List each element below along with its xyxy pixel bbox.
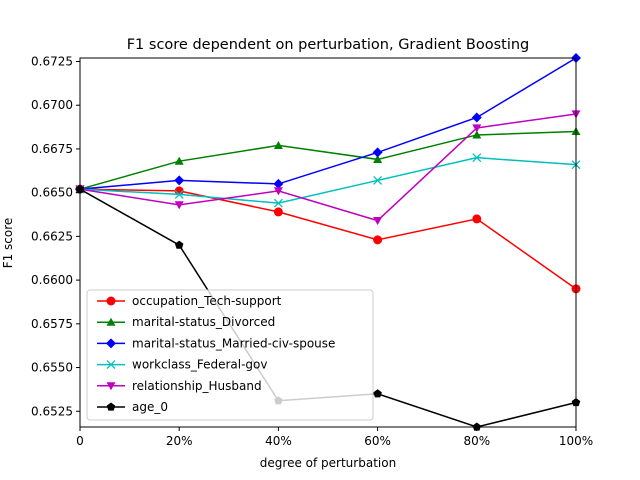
data-point-occupation-tech-support-3	[373, 235, 383, 245]
y-tick-label: 0.6725	[31, 54, 73, 68]
x-tick-label: 20%	[166, 434, 193, 448]
series-line-marital-status-married-civ-spouse	[79, 57, 577, 190]
data-point-workclass-federal-gov-1	[174, 189, 184, 199]
x-tick-label: 80%	[463, 434, 490, 448]
data-point-workclass-federal-gov-4	[472, 153, 482, 163]
legend-label-marital-status-married-civ-spouse: marital-status_Married-civ-spouse	[132, 336, 335, 350]
legend-label-relationship-husband: relationship_Husband	[132, 379, 262, 393]
data-point-marital-status-married-civ-spouse-1	[174, 175, 185, 186]
y-tick-label: 0.6625	[31, 229, 73, 243]
x-axis-title: degree of perturbation	[260, 456, 396, 470]
series-line-occupation-tech-support	[79, 188, 577, 290]
y-axis-title: F1 score	[1, 218, 15, 269]
data-point-workclass-federal-gov-2	[273, 198, 283, 208]
y-tick-label: 0.6525	[31, 404, 73, 418]
data-point-occupation-tech-support-4	[472, 214, 482, 224]
y-tick-label: 0.6600	[31, 273, 73, 287]
x-tick-label: 40%	[265, 434, 292, 448]
legend-marker-relationship-husband	[106, 382, 116, 391]
data-point-relationship-husband-4	[472, 124, 482, 133]
data-point-age-0-1	[174, 240, 184, 249]
data-point-relationship-husband-3	[373, 217, 383, 226]
legend-box	[86, 289, 374, 421]
y-tick-label: 0.6550	[31, 361, 73, 375]
series-line-workclass-federal-gov	[79, 156, 577, 204]
legend-marker-workclass-federal-gov	[106, 360, 116, 370]
y-tick-label: 0.6700	[31, 98, 73, 112]
x-tick-label: 0	[76, 434, 84, 448]
x-tick-label: 60%	[364, 434, 391, 448]
y-tick-label: 0.6575	[31, 317, 73, 331]
legend-label-marital-status-divorced: marital-status_Divorced	[132, 315, 275, 329]
data-point-marital-status-married-civ-spouse-3	[372, 147, 383, 158]
legend-marker-occupation-tech-support	[106, 296, 116, 306]
data-point-marital-status-divorced-3	[373, 154, 383, 164]
data-point-workclass-federal-gov-3	[373, 175, 383, 185]
data-point-relationship-husband-1	[174, 201, 184, 210]
legend-marker-age-0	[106, 402, 116, 411]
legend: occupation_Tech-support marital-status_Di…	[86, 289, 374, 421]
data-point-marital-status-divorced-1	[174, 156, 184, 165]
data-point-marital-status-divorced-4	[472, 130, 482, 139]
x-tick-label: 100%	[559, 434, 593, 448]
plot-frame	[79, 57, 577, 428]
data-point-marital-status-married-civ-spouse-4	[471, 112, 482, 123]
data-point-marital-status-divorced-2	[273, 140, 283, 150]
legend-label-occupation-tech-support: occupation_Tech-support	[132, 294, 282, 308]
data-point-relationship-husband-2	[273, 187, 283, 196]
legend-label-workclass-federal-gov: workclass_Federal-gov	[132, 358, 267, 372]
data-point-age-0-3	[373, 389, 382, 398]
legend-marker-marital-status-divorced	[106, 317, 116, 326]
series-line-marital-status-divorced	[79, 130, 577, 190]
data-point-marital-status-married-civ-spouse-2	[273, 178, 284, 189]
y-tick-label: 0.6650	[31, 186, 73, 200]
y-tick-label: 0.6675	[31, 142, 73, 156]
legend-label-age-0: age_0	[132, 400, 168, 414]
legend-marker-marital-status-married-civ-spouse	[106, 338, 116, 349]
chart-title: F1 score dependent on perturbation, Grad…	[127, 37, 530, 53]
data-point-occupation-tech-support-2	[273, 207, 283, 217]
series-line-relationship-husband	[79, 113, 577, 222]
